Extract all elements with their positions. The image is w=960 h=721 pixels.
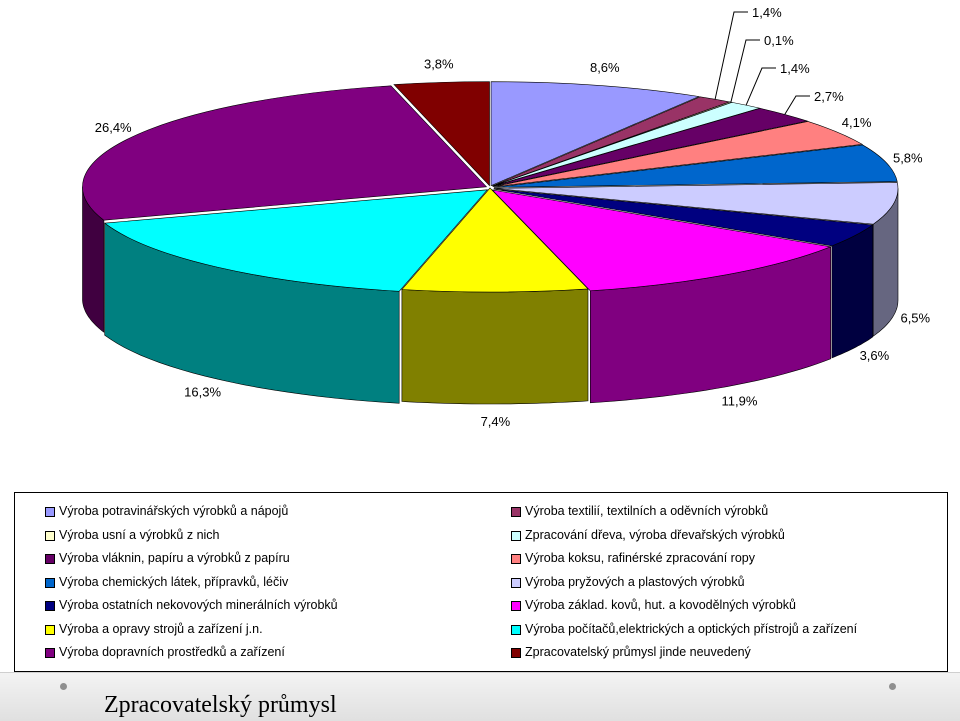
pie-slice-5 xyxy=(493,121,864,188)
pie-tops xyxy=(82,81,899,293)
pie-slice-8 xyxy=(493,188,874,247)
legend-swatch xyxy=(45,648,55,658)
pie-slice-4 xyxy=(492,108,809,187)
legend-swatch xyxy=(45,577,55,588)
data-label-9: 11,9% xyxy=(722,393,758,408)
pie-slice-13 xyxy=(393,81,490,187)
legend-label: Výroba potravinářských výrobků a nápojů xyxy=(59,504,289,518)
legend-label: Výroba usní a výrobků z nich xyxy=(59,527,220,542)
legend-swatch xyxy=(511,577,521,588)
legend-label: Výroba ostatních nekovových minerálních … xyxy=(59,598,338,612)
data-label-13: 3,8% xyxy=(424,57,454,72)
data-label-0: 8,6% xyxy=(590,60,620,75)
legend-label: Výroba počítačů,elektrických a optických… xyxy=(525,621,858,636)
pie-slice-9 xyxy=(491,189,832,292)
data-label-10: 7,4% xyxy=(481,414,511,429)
legend-swatch xyxy=(511,554,521,564)
data-label-12: 26,4% xyxy=(95,120,132,135)
data-label-4: 2,7% xyxy=(814,89,844,104)
legend-swatch xyxy=(511,530,521,541)
pie-slice-side-10 xyxy=(401,288,589,405)
pie-slice-0 xyxy=(490,81,700,187)
legend-swatch xyxy=(45,530,55,541)
legend-label: Výroba koksu, rafinérské zpracování ropy xyxy=(525,551,755,565)
footer-left-dot xyxy=(60,683,67,690)
pie-chart-svg: 8,6% 1,4% 0,1% 1,4% 2,7% 4,1% 5,8% 6,5% 3,6% 11,9… xyxy=(82,5,931,429)
leader-line-4 xyxy=(784,95,810,115)
legend-label: Zpracování dřeva, výroba dřevařských výr… xyxy=(525,527,785,542)
footer-right-dot xyxy=(889,683,896,690)
legend-swatch xyxy=(45,554,55,564)
pie-slice-6 xyxy=(493,144,898,188)
data-label-6: 5,8% xyxy=(893,151,923,166)
slide-title: Zpracovatelský průmysl xyxy=(104,692,337,718)
slide-footer: Zpracovatelský průmysl xyxy=(0,672,960,721)
pie-slice-10 xyxy=(401,187,589,293)
legend-swatch xyxy=(45,601,55,611)
data-label-11: 16,3% xyxy=(184,385,221,400)
leader-line-2 xyxy=(730,39,760,103)
legend-label: Výroba textilií, textilních a oděvních v… xyxy=(525,504,769,518)
pie-slice-12 xyxy=(82,85,488,221)
legend-label: Výroba a opravy strojů a zařízení j.n. xyxy=(59,621,263,636)
legend-swatch xyxy=(511,507,521,517)
chart-legend: Výroba potravinářských výrobků a nápojů V… xyxy=(14,492,948,672)
pie-slice-11 xyxy=(103,189,489,292)
legend-label: Výroba dopravních prostředků a zařízení xyxy=(59,645,285,659)
pie-slice-side-8 xyxy=(831,224,874,359)
legend-label: Výroba základ. kovů, hut. a kovodělných … xyxy=(525,598,796,612)
legend-swatch xyxy=(45,624,55,635)
legend-swatch xyxy=(511,601,521,611)
legend-swatch xyxy=(45,507,55,517)
leader-line-1 xyxy=(714,11,748,100)
data-label-8: 3,6% xyxy=(860,348,890,363)
pie-labels: 8,6% 1,4% 0,1% 1,4% 2,7% 4,1% 5,8% 6,5% 3,6% 11,9… xyxy=(95,5,931,429)
pie-chart: 8,6% 1,4% 0,1% 1,4% 2,7% 4,1% 5,8% 6,5% 3,6% 11,9… xyxy=(82,5,931,429)
legend-label: Výroba chemických látek, přípravků, léči… xyxy=(59,574,289,589)
data-label-3: 1,4% xyxy=(780,61,810,76)
data-label-7: 6,5% xyxy=(900,310,930,325)
legend-label: Výroba vláknin, papíru a výrobků z papír… xyxy=(59,551,290,565)
legend-label: Zpracovatelský průmysl jinde neuvedený xyxy=(525,645,751,659)
legend-swatch xyxy=(511,624,521,635)
leader-line-3 xyxy=(745,67,776,106)
data-label-1: 1,4% xyxy=(752,5,782,20)
legend-label: Výroba pryžových a plastových výrobků xyxy=(525,574,745,589)
pie-slice-7 xyxy=(493,182,899,225)
data-label-5: 4,1% xyxy=(842,115,872,130)
data-label-2: 0,1% xyxy=(764,33,794,48)
legend-swatch xyxy=(511,648,521,658)
